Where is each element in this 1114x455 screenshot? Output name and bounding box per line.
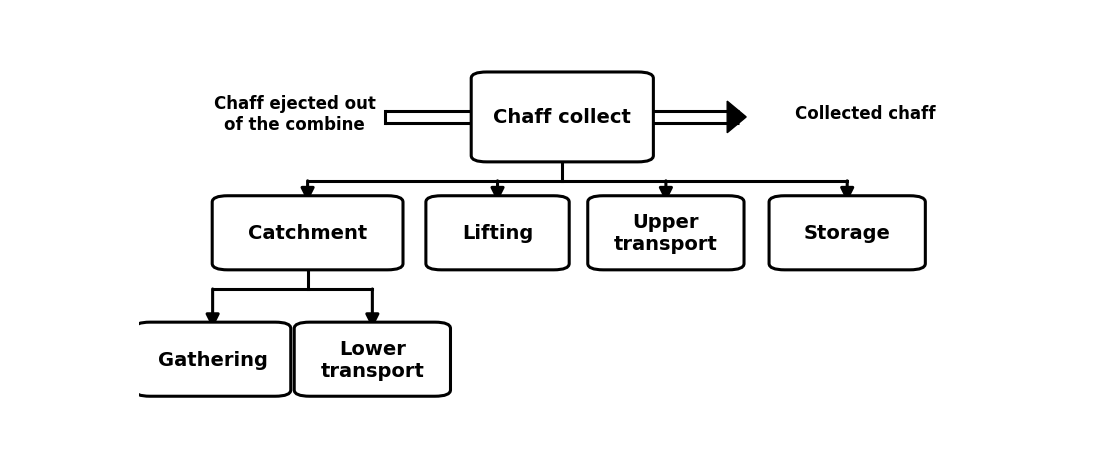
FancyBboxPatch shape: [135, 323, 291, 396]
Text: Lower
transport: Lower transport: [321, 339, 424, 380]
FancyBboxPatch shape: [426, 196, 569, 270]
FancyBboxPatch shape: [769, 196, 926, 270]
Text: Gathering: Gathering: [158, 350, 267, 369]
FancyBboxPatch shape: [471, 73, 654, 162]
Text: Upper
transport: Upper transport: [614, 213, 717, 254]
Text: Chaff collect: Chaff collect: [494, 108, 632, 127]
FancyBboxPatch shape: [294, 323, 450, 396]
FancyBboxPatch shape: [588, 196, 744, 270]
Text: Catchment: Catchment: [248, 224, 368, 243]
Polygon shape: [475, 102, 494, 133]
Text: Collected chaff: Collected chaff: [795, 105, 936, 123]
Text: Storage: Storage: [804, 224, 890, 243]
Polygon shape: [727, 102, 746, 133]
FancyBboxPatch shape: [212, 196, 403, 270]
Text: Lifting: Lifting: [462, 224, 534, 243]
Text: Chaff ejected out
of the combine: Chaff ejected out of the combine: [214, 95, 375, 133]
